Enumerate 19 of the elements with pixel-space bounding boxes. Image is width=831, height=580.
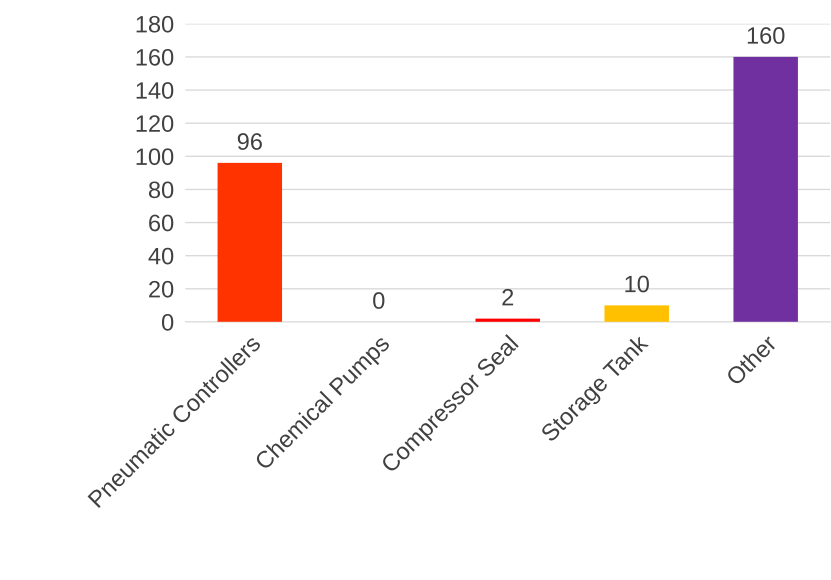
y-tick-label: 140	[136, 82, 174, 99]
data-label: 96	[238, 133, 262, 150]
y-tick-label: 180	[136, 16, 174, 33]
data-label: 0	[373, 292, 384, 309]
bar	[733, 56, 798, 322]
y-tick-label: 20	[149, 280, 174, 298]
y-tick-label: 40	[148, 248, 174, 264]
y-tick-label: 0	[162, 314, 174, 331]
y-tick-label: 160	[136, 48, 174, 66]
data-label: 10	[625, 276, 649, 292]
bar	[476, 318, 540, 322]
y-tick-label: 80	[148, 181, 174, 198]
data-label: 160	[748, 27, 784, 44]
bar	[604, 305, 669, 322]
y-tick-label: 100	[136, 148, 174, 166]
y-tick-label: 120	[136, 115, 174, 132]
bar	[218, 162, 282, 322]
data-label: 2	[502, 288, 514, 306]
y-tick-label: 60	[149, 214, 174, 232]
